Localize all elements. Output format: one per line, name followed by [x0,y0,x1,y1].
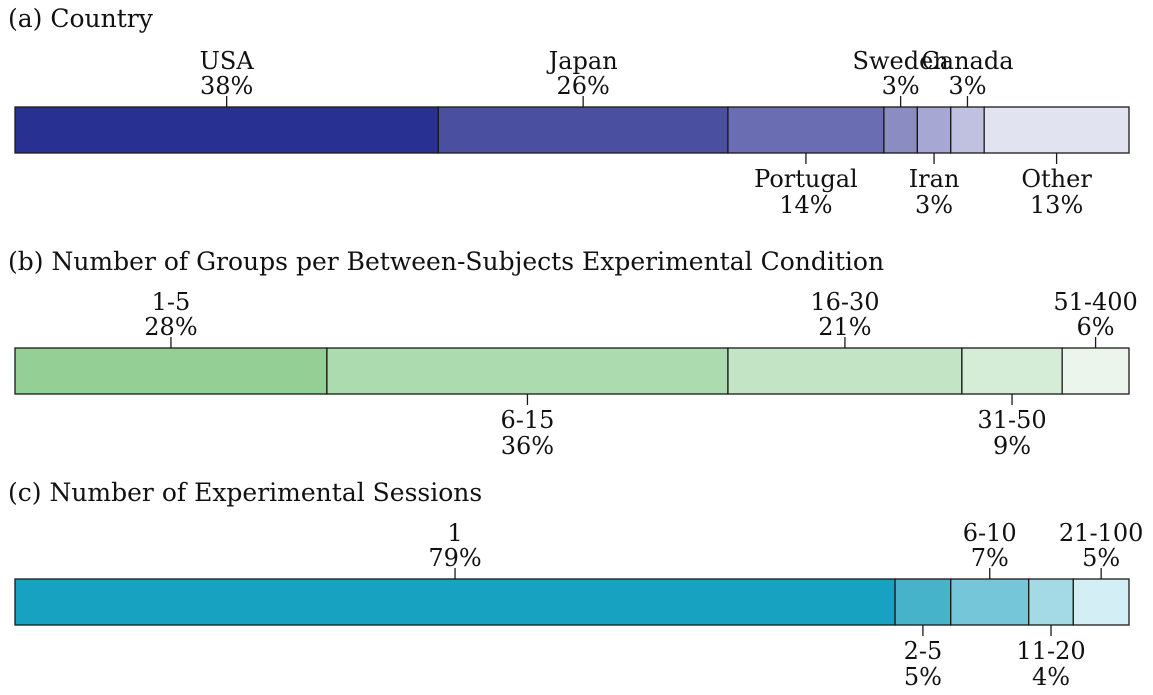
category-label-11-20: 11-20 [1016,637,1085,665]
bar-segment-1-5 [14,347,328,395]
category-label-6-15: 6-15 [500,406,554,434]
value-label-16-30: 21% [818,313,871,341]
category-label-1-5: 1-5 [152,288,191,316]
bar-segment-31-50 [961,347,1063,395]
value-label-31-50: 9% [993,432,1031,460]
bar-segment-51-400 [1061,347,1130,395]
bar-segment-1 [14,578,896,626]
panel-sessions: (c) Number of Experimental Sessions 179%… [8,478,1143,691]
category-label-51-400: 51-400 [1053,288,1137,316]
category-label-31-50: 31-50 [977,406,1046,434]
category-label-sweden: Sweden [853,47,949,75]
value-label-11-20: 4% [1032,663,1070,691]
value-label-2-5: 5% [904,663,942,691]
value-label-51-400: 6% [1077,313,1115,341]
category-label-6-10: 6-10 [963,519,1017,547]
category-label-21-100: 21-100 [1059,519,1143,547]
value-label-21-100: 5% [1082,544,1120,572]
category-label-16-30: 16-30 [810,288,879,316]
value-label-6-10: 7% [971,544,1009,572]
value-label-iran: 3% [915,191,953,219]
category-label-usa: USA [200,47,255,75]
value-label-canada: 3% [948,72,986,100]
category-label-portugal: Portugal [754,165,858,193]
value-label-japan: 26% [556,72,609,100]
value-label-1: 79% [428,544,481,572]
bar-segment-canada [950,106,985,154]
panel-title-country: (a) Country [8,4,154,33]
value-label-usa: 38% [200,72,253,100]
bar-segment-6-10 [950,578,1030,626]
panel-title-sessions: (c) Number of Experimental Sessions [8,478,482,507]
category-label-japan: Japan [546,47,618,75]
bar-segment-usa [14,106,439,154]
bar-segment-other [983,106,1130,154]
category-label-canada: Canada [921,47,1013,75]
bar-segment-portugal [727,106,885,154]
value-label-1-5: 28% [144,313,197,341]
category-label-1: 1 [447,519,462,547]
panel-groups: (b) Number of Groups per Between-Subject… [8,247,1138,460]
category-label-iran: Iran [909,165,960,193]
bar-segment-6-15 [326,347,729,395]
bar-segment-iran [916,106,952,154]
value-label-portugal: 14% [779,191,832,219]
panel-title-groups: (b) Number of Groups per Between-Subject… [8,247,884,276]
bar-segment-11-20 [1028,578,1074,626]
bar-segment-16-30 [727,347,963,395]
bar-segment-21-100 [1072,578,1130,626]
value-label-6-15: 36% [501,432,554,460]
bar-segment-2-5 [894,578,952,626]
value-label-other: 13% [1030,191,1083,219]
category-label-2-5: 2-5 [904,637,943,665]
value-label-sweden: 3% [882,72,920,100]
bar-segment-japan [437,106,729,154]
bar-segment-sweden [883,106,918,154]
category-label-other: Other [1021,165,1092,193]
